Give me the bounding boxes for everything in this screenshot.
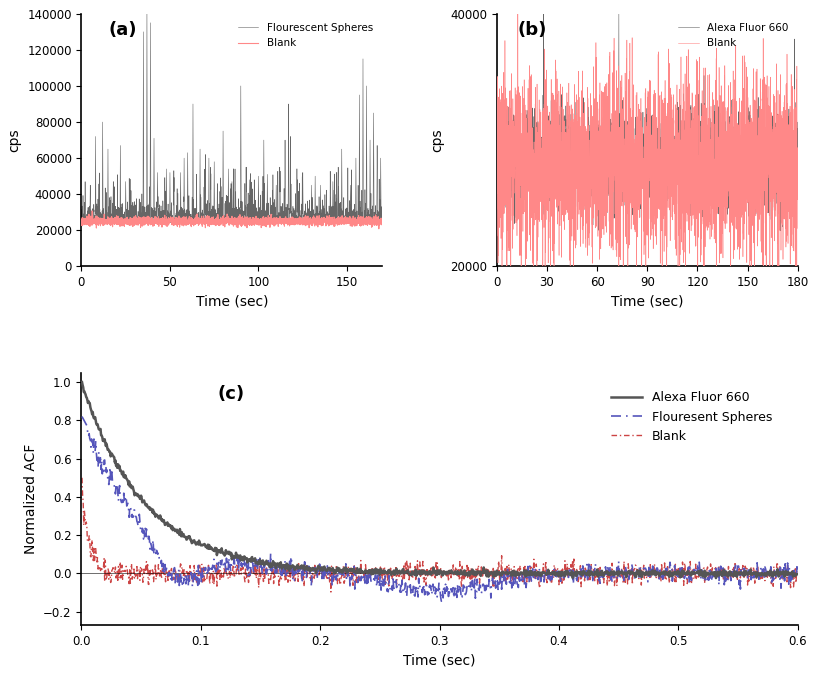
Blank: [388, 572, 398, 580]
Blank: [256, 216, 265, 225]
Alexa Fluor 660: [172, 526, 182, 534]
Alexa Fluor 660: [711, 574, 721, 583]
Blank: [469, 574, 479, 583]
Y-axis label: cps: cps: [431, 128, 444, 152]
Flourescent Spheres: [282, 217, 292, 225]
X-axis label: Time (sec): Time (sec): [195, 295, 268, 308]
Line: Flourescent Spheres: Flourescent Spheres: [81, 5, 383, 223]
Blank: [326, 588, 336, 596]
Flourescent Spheres: [142, 1, 151, 9]
Alexa Fluor 660: [492, 153, 501, 161]
Blank: [513, 10, 523, 18]
Blank: [198, 578, 208, 586]
Flourescent Spheres: [344, 196, 354, 205]
Legend: Alexa Fluor 660, Flouresent Spheres, Blank: Alexa Fluor 660, Flouresent Spheres, Bla…: [606, 386, 777, 448]
Flouresent Spheres: [436, 597, 446, 605]
Blank: [233, 218, 243, 226]
Blank: [374, 225, 383, 233]
Blank: [318, 567, 328, 576]
Alexa Fluor 660: [776, 227, 786, 235]
Blank: [326, 219, 335, 227]
Alexa Fluor 660: [557, 172, 567, 180]
Alexa Fluor 660: [77, 378, 87, 386]
Alexa Fluor 660: [198, 541, 208, 550]
Blank: [497, 262, 507, 271]
Line: Blank: Blank: [82, 477, 798, 592]
Legend: Flourescent Spheres, Blank: Flourescent Spheres, Blank: [234, 19, 377, 52]
Flouresent Spheres: [469, 581, 479, 589]
Flourescent Spheres: [378, 201, 387, 210]
Alexa Fluor 660: [453, 570, 463, 578]
Alexa Fluor 660: [679, 156, 689, 164]
X-axis label: Time (sec): Time (sec): [611, 295, 684, 308]
Blank: [764, 118, 774, 126]
Flourescent Spheres: [274, 219, 283, 227]
Blank: [172, 575, 182, 583]
Text: (b): (b): [518, 21, 547, 39]
Blank: [77, 221, 86, 229]
Blank: [674, 170, 684, 179]
Line: Alexa Fluor 660: Alexa Fluor 660: [497, 14, 798, 231]
Y-axis label: Normalized ACF: Normalized ACF: [24, 444, 37, 554]
Flouresent Spheres: [318, 567, 328, 575]
Flourescent Spheres: [233, 210, 243, 218]
Flourescent Spheres: [359, 217, 369, 225]
Line: Blank: Blank: [81, 211, 383, 229]
Alexa Fluor 660: [539, 10, 549, 18]
Flouresent Spheres: [172, 568, 182, 576]
Flouresent Spheres: [77, 412, 87, 420]
Legend: Alexa Fluor 660, Blank: Alexa Fluor 660, Blank: [674, 19, 793, 52]
Alexa Fluor 660: [387, 567, 397, 576]
Flouresent Spheres: [198, 576, 208, 584]
Blank: [77, 473, 87, 482]
Blank: [492, 175, 501, 183]
Alexa Fluor 660: [318, 565, 328, 573]
Blank: [453, 565, 463, 574]
Alexa Fluor 660: [793, 158, 803, 166]
Alexa Fluor 660: [764, 183, 774, 192]
Alexa Fluor 660: [674, 142, 684, 150]
Y-axis label: cps: cps: [7, 128, 22, 152]
Blank: [557, 232, 567, 240]
Flouresent Spheres: [453, 587, 463, 596]
Blank: [344, 219, 354, 227]
X-axis label: Time (sec): Time (sec): [403, 653, 476, 668]
Line: Flouresent Spheres: Flouresent Spheres: [82, 416, 798, 601]
Blank: [87, 207, 97, 215]
Flourescent Spheres: [77, 218, 86, 226]
Alexa Fluor 660: [576, 157, 586, 165]
Blank: [359, 219, 369, 227]
Blank: [378, 221, 387, 229]
Blank: [793, 188, 803, 196]
Blank: [282, 220, 292, 228]
Text: (c): (c): [217, 385, 245, 403]
Alexa Fluor 660: [468, 568, 478, 576]
Text: (a): (a): [108, 21, 137, 39]
Blank: [793, 173, 803, 181]
Line: Alexa Fluor 660: Alexa Fluor 660: [82, 382, 798, 578]
Flourescent Spheres: [256, 218, 265, 226]
Alexa Fluor 660: [793, 124, 803, 133]
Line: Blank: Blank: [497, 14, 798, 267]
Flourescent Spheres: [326, 216, 335, 224]
Blank: [679, 228, 689, 236]
Blank: [576, 167, 586, 175]
Alexa Fluor 660: [793, 570, 803, 578]
Blank: [793, 567, 803, 575]
Flouresent Spheres: [793, 569, 803, 577]
Flouresent Spheres: [387, 586, 397, 594]
